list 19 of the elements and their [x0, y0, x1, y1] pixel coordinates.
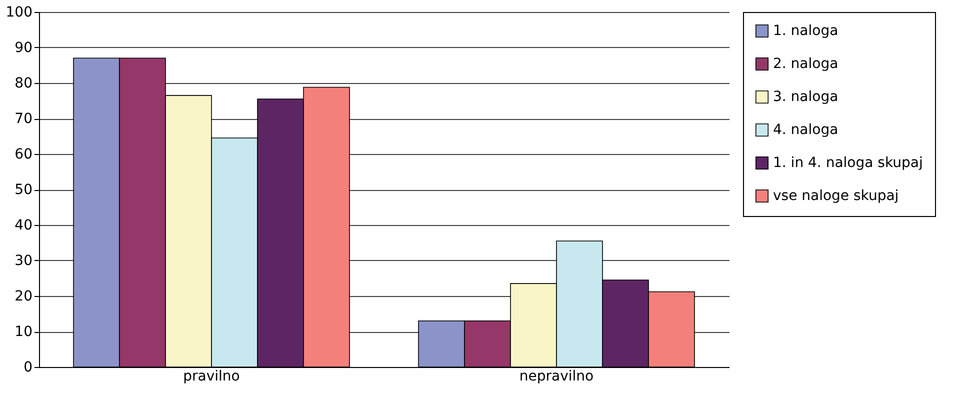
x-tick-label: nepravilno [519, 368, 594, 384]
legend-label: vse naloge skupaj [773, 188, 899, 204]
x-tick-label: pravilno [183, 368, 240, 384]
legend-label: 1. naloga [773, 23, 838, 39]
y-tick-label: 20 [14, 288, 32, 304]
y-tick-label: 10 [14, 324, 32, 340]
legend-label: 3. naloga [773, 89, 838, 105]
y-tick-label: 90 [14, 40, 32, 56]
y-tick-label: 0 [24, 360, 32, 376]
y-tick-label: 70 [14, 111, 32, 127]
legend-label: 1. in 4. naloga skupaj [773, 155, 923, 171]
y-tick-label: 80 [14, 76, 32, 92]
y-tick-label: 40 [14, 218, 32, 234]
legend-label: 2. naloga [773, 56, 838, 72]
y-tick-label: 30 [14, 253, 32, 269]
y-tick-label: 50 [14, 182, 32, 198]
legend-label: 4. naloga [773, 122, 838, 138]
y-tick-label: 100 [6, 4, 32, 20]
y-tick-label: 60 [14, 146, 32, 162]
